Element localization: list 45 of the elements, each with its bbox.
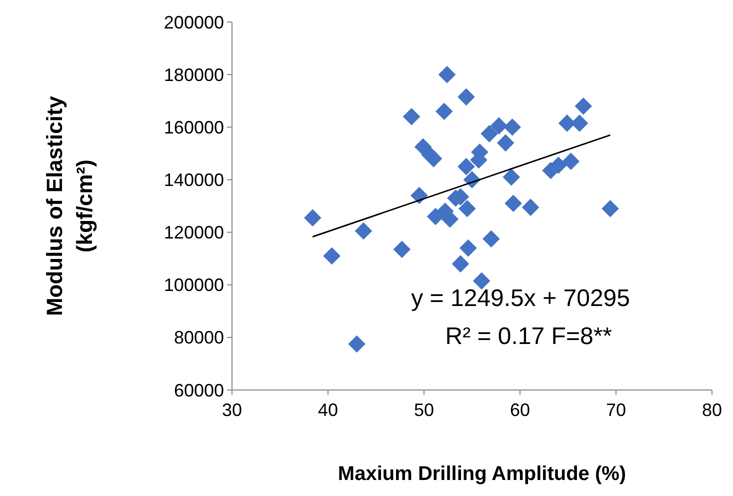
point — [354, 222, 372, 240]
y-tick-label: 200000 — [164, 12, 224, 32]
point — [522, 198, 540, 216]
point — [472, 272, 490, 290]
point — [348, 335, 366, 353]
point — [502, 168, 520, 186]
point — [460, 239, 477, 257]
point — [452, 255, 470, 272]
point — [458, 158, 475, 176]
y-tick-label: 80000 — [174, 328, 224, 348]
point — [424, 150, 442, 168]
point — [490, 117, 508, 134]
point — [504, 194, 522, 212]
x-tick-label: 70 — [606, 400, 626, 420]
x-axis-title: Maxium Drilling Amplitude (%) — [338, 463, 626, 485]
point — [304, 209, 322, 226]
point — [574, 97, 592, 115]
point — [602, 200, 619, 218]
y-tick-label: 180000 — [164, 64, 224, 85]
y-tick-label: 60000 — [174, 380, 224, 400]
point — [562, 152, 580, 170]
y-tick-label: 120000 — [164, 222, 224, 243]
y-tick-label: 160000 — [164, 117, 224, 138]
x-tick-label: 40 — [318, 400, 338, 420]
x-tick-label: 30 — [222, 400, 242, 420]
point — [393, 240, 411, 258]
y-tick-label: 100000 — [164, 275, 224, 296]
point — [458, 200, 476, 218]
point — [480, 125, 498, 142]
point — [426, 208, 444, 226]
annotation: y = 1249.5x + 70295 — [411, 285, 630, 312]
x-tick-label: 80 — [702, 400, 722, 420]
y-tick-label: 140000 — [164, 170, 224, 190]
x-tick-label: 60 — [510, 400, 530, 420]
point — [438, 66, 456, 84]
point — [402, 108, 420, 126]
point — [323, 247, 340, 265]
x-tick-label: 50 — [414, 400, 434, 420]
point — [496, 134, 514, 152]
y-axis-title: Modulus of Elasticity (kgf/cm²) — [42, 95, 97, 316]
point — [482, 230, 500, 248]
point — [436, 102, 453, 120]
point — [504, 118, 521, 136]
annotation: R² = 0.17 F=8** — [445, 323, 612, 350]
point — [458, 88, 475, 106]
